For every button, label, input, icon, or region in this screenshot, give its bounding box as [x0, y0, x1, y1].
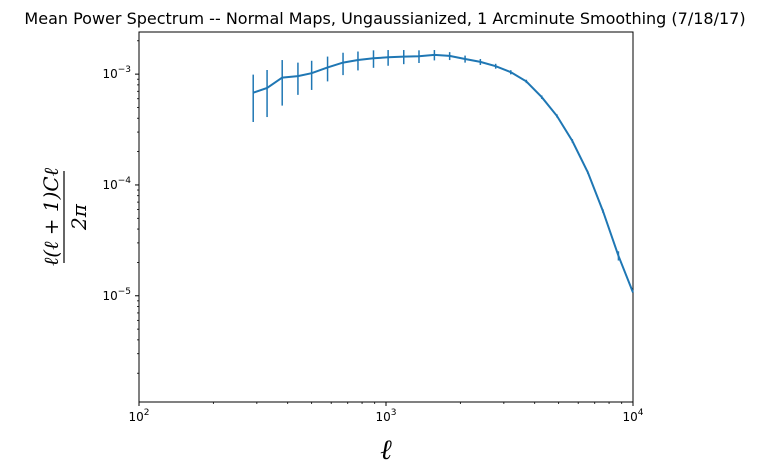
svg-text:2π: 2π: [67, 203, 91, 231]
y-axis-label: ℓ(ℓ + 1)Cℓ 2π: [39, 167, 91, 266]
y-tick-label: 10−4: [102, 176, 131, 192]
plot-area: [138, 31, 634, 403]
y-tick-label: 10−5: [102, 287, 131, 303]
chart-title: Mean Power Spectrum -- Normal Maps, Unga…: [24, 9, 745, 28]
series-line: [252, 53, 634, 293]
x-tick-label: 102: [128, 408, 149, 424]
x-tick-label: 103: [375, 408, 396, 424]
y-ticks: 10−3 10−4 10−5: [102, 40, 139, 374]
y-tick-label: 10−3: [102, 65, 131, 81]
x-ticks: 102 103 104: [128, 402, 644, 424]
x-axis-label: ℓ: [380, 433, 392, 466]
svg-text:ℓ(ℓ + 1)Cℓ: ℓ(ℓ + 1)Cℓ: [39, 167, 63, 266]
x-tick-label: 104: [622, 408, 643, 424]
